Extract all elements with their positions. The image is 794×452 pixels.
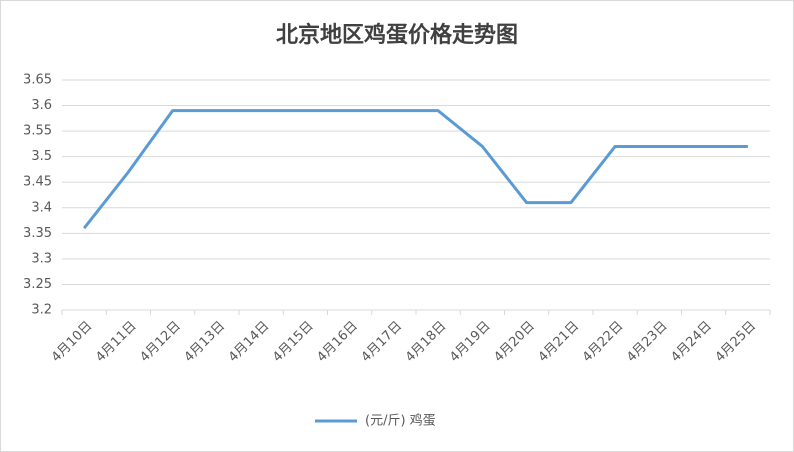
y-tick-label: 3.3 (31, 251, 52, 266)
y-tick-label: 3.35 (23, 226, 52, 241)
y-tick-label: 3.55 (23, 124, 52, 139)
legend-label: (元/斤) 鸡蛋 (365, 413, 436, 429)
y-tick-label: 3.4 (31, 200, 52, 215)
y-tick-label: 3.45 (23, 175, 52, 190)
y-tick-label: 3.5 (31, 149, 52, 164)
y-tick-label: 3.65 (23, 73, 52, 88)
y-tick-label: 3.6 (31, 98, 52, 113)
y-tick-label: 3.25 (23, 277, 52, 292)
chart-title: 北京地区鸡蛋价格走势图 (276, 22, 518, 48)
y-tick-label: 3.2 (31, 303, 52, 318)
line (82, 109, 748, 230)
